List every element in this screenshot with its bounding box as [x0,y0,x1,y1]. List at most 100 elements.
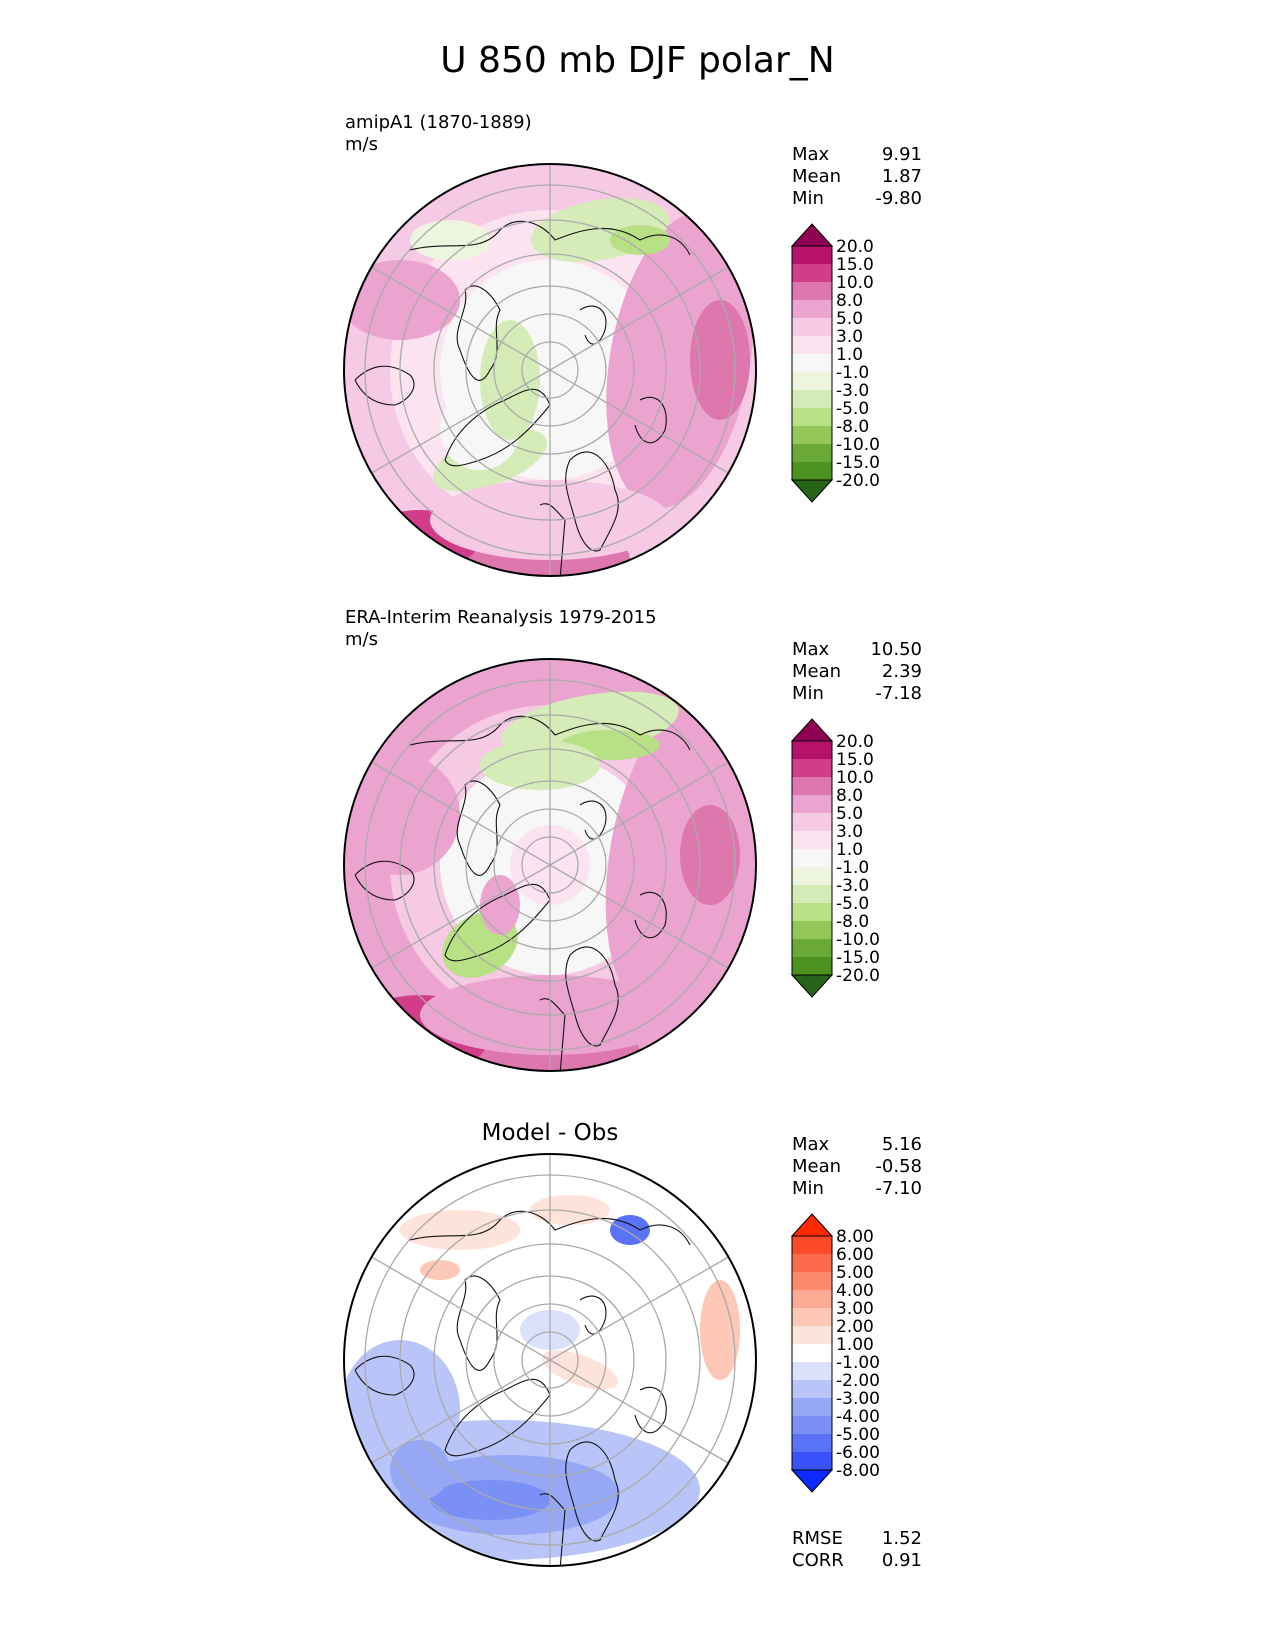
coastline [539,998,566,1071]
field-contour [606,211,754,509]
coastline [409,1210,691,1246]
colorbar-tick-label: 3.0 [836,327,863,347]
colorbar-segment [792,921,832,939]
stat-value: 5.16 [881,1134,922,1155]
coastline [634,1386,667,1434]
colorbar-segment [792,408,832,426]
colorbar-extend-bottom [790,479,834,503]
stat-label: Mean [792,661,842,682]
colorbar-segment [792,795,832,813]
colorbar-tick-label: -3.0 [836,876,869,896]
map-field [344,164,756,576]
stats-block: Max 9.91 Mean 1.87 Min -9.80 [792,144,922,210]
field-contour [542,1350,618,1390]
stat-value: 2.39 [881,661,922,682]
map-boundary [343,163,758,577]
stats-block: Max 5.16 Mean -0.58 Min -7.10 [792,1134,922,1200]
colorbar-tick-label: 4.00 [836,1281,874,1301]
stat-value: 1.87 [881,166,922,187]
colorbar-segment [792,354,832,372]
colorbar-tick-label: 1.0 [836,840,863,860]
meridian-line [549,1256,729,1361]
panel-units: m/s [345,629,378,650]
coastline [539,503,566,576]
colorbar-tick-label: -8.0 [836,912,869,932]
colorbar-tick-label: 8.0 [836,786,863,806]
colorbar-segment [792,849,832,867]
stat-label: Max [792,639,830,660]
colorbar-segment [792,1452,832,1470]
colorbar-tick-label: 20.0 [836,732,874,752]
stat-label: RMSE [792,1528,843,1549]
panel-title: amipA1 (1870-1889) [345,112,532,133]
colorbar-segment [792,1434,832,1452]
colorbar-frame [791,740,833,976]
colorbar-tick-label: -10.0 [836,930,880,950]
field-contour [480,875,520,935]
stat-value: 9.91 [881,144,922,165]
colorbar-extend-top [790,718,834,742]
panel-title: ERA-Interim Reanalysis 1979-2015 [345,607,657,628]
colorbar-tick-label: 1.0 [836,345,863,365]
colorbar-tick-label: -5.00 [836,1425,880,1445]
colorbar-tick-label: -1.00 [836,1353,880,1373]
map-field [344,1154,756,1566]
map-field [344,659,756,1071]
field-contour [680,805,740,905]
meridian-line [371,266,551,371]
field-contour [690,300,750,420]
meridian-line [549,1359,729,1464]
colorbar-segment [792,246,832,264]
colorbar-tick-label: 5.00 [836,1263,874,1283]
coastline [456,780,501,876]
colorbar-segment [792,1398,832,1416]
colorbar-segment [792,1416,832,1434]
colorbar-segment [792,264,832,282]
stats-block: Max 10.50 Mean 2.39 Min -7.18 [792,639,922,705]
field-contour [410,220,490,260]
colorbar-segment [792,867,832,885]
polar-map-model [343,163,758,577]
colorbar-tick-label: -4.00 [836,1407,880,1427]
colorbar-tick-label: 15.0 [836,255,874,275]
colorbar-segment [792,957,832,975]
figure-title: U 850 mb DJF polar_N [440,40,835,81]
colorbar-diff: 8.006.005.004.003.002.001.00-1.00-2.00-3… [790,1213,880,1493]
polar-map-obs [343,658,758,1072]
colorbar-segment [792,390,832,408]
field-contour [480,320,540,440]
stat-label: Min [792,188,824,209]
colorbar-tick-label: 15.0 [836,750,874,770]
stat-value: -7.18 [875,683,922,704]
colorbar-tick-label: 10.0 [836,273,874,293]
colorbar-tick-label: -20.0 [836,471,880,491]
coastline [565,1441,619,1542]
colorbar-tick-label: -15.0 [836,948,880,968]
colorbar-tick-label: 6.00 [836,1245,874,1265]
colorbar-segment [792,1308,832,1326]
colorbar-segment [792,444,832,462]
colorbar-segment [792,777,832,795]
colorbar-tick-label: 8.00 [836,1227,874,1247]
colorbar-obs: 20.015.010.08.05.03.01.0-1.0-3.0-5.0-8.0… [790,718,880,998]
stat-label: Mean [792,1156,842,1177]
stat-value: 0.91 [881,1550,922,1571]
colorbar-segment [792,318,832,336]
coastline [354,1355,415,1396]
colorbar-segment [792,1254,832,1272]
field-contour [390,1440,450,1500]
colorbar-tick-label: -1.0 [836,858,869,878]
colorbar-segment [792,462,832,480]
skill-stats-block: RMSE 1.52 CORR 0.91 [792,1528,922,1572]
colorbar-segment [792,831,832,849]
coastline [354,365,415,406]
stat-value: 10.50 [870,639,922,660]
colorbar-tick-label: 20.0 [836,237,874,257]
map-boundary [343,1153,758,1567]
colorbar-tick-label: -2.00 [836,1371,880,1391]
coastline [456,1275,501,1371]
meridian-line [371,761,551,866]
colorbar-tick-label: -8.00 [836,1461,880,1481]
colorbar-segment [792,813,832,831]
colorbar-tick-label: -20.0 [836,966,880,986]
